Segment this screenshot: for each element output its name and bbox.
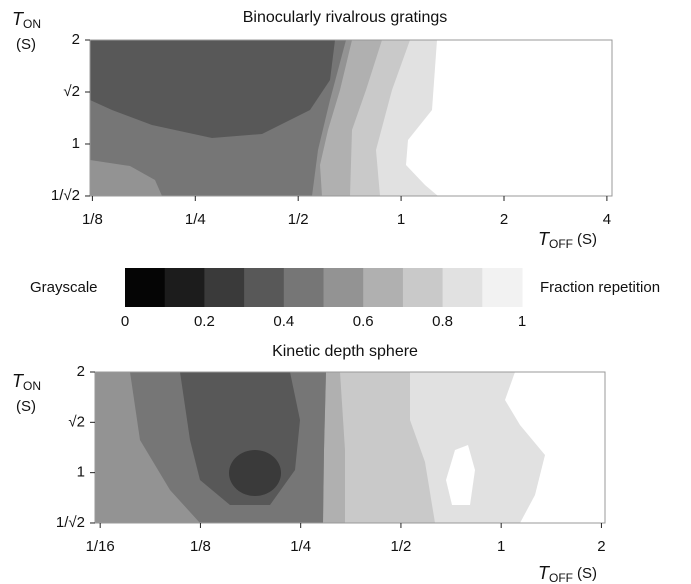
colorbar-cell (283, 268, 324, 307)
colorbar-cell (204, 268, 245, 307)
y-tick-label: √2 (68, 413, 85, 430)
x-tick-label: 1/16 (86, 538, 115, 555)
subscript: ON (23, 17, 41, 31)
y-axis-unit: (S) (16, 36, 36, 53)
x-tick-label: 2 (597, 538, 605, 555)
y-tick-label: √2 (63, 83, 80, 100)
x-tick-label: 1/8 (82, 211, 103, 228)
x-axis-label: TOFF (S) (538, 229, 597, 251)
unit: (S) (577, 231, 597, 248)
y-axis-label: TON (12, 371, 41, 393)
y-tick-label: 2 (72, 31, 80, 48)
colorbar-cell (363, 268, 404, 307)
x-tick-label: 1/2 (288, 211, 309, 228)
x-tick-label: 1/8 (190, 538, 211, 555)
colorbar-tick-label: 0.8 (432, 313, 453, 330)
x-axis-label: TOFF (S) (538, 563, 597, 584)
contour-region (229, 450, 281, 496)
colorbar-left-label: Grayscale (30, 279, 98, 296)
subscript: OFF (549, 237, 573, 251)
y-tick-label: 1 (72, 135, 80, 152)
colorbar-cell (244, 268, 285, 307)
x-tick-label: 1/2 (391, 538, 412, 555)
y-tick-label: 2 (77, 363, 85, 380)
symbol: T (12, 9, 25, 29)
symbol: T (538, 229, 551, 249)
x-tick-label: 2 (500, 211, 508, 228)
contour-region (90, 40, 335, 138)
subscript: OFF (549, 571, 573, 584)
plot-frame (94, 371, 606, 524)
colorbar-tick-label: 0.2 (194, 313, 215, 330)
x-tick-label: 1 (397, 211, 405, 228)
colorbar-cell (323, 268, 364, 307)
y-axis-unit: (S) (16, 398, 36, 415)
contour-region (446, 445, 475, 505)
x-tick-label: 4 (603, 211, 611, 228)
x-tick-label: 1/4 (185, 211, 206, 228)
y-tick-label: 1/√2 (56, 514, 85, 531)
x-tick-label: 1 (497, 538, 505, 555)
y-axis-label: TON (12, 9, 41, 31)
colorbar-tick-label: 0.4 (273, 313, 294, 330)
chart-title: Binocularly rivalrous gratings (243, 9, 448, 26)
unit: (S) (577, 565, 597, 582)
colorbar-tick-label: 1 (518, 313, 526, 330)
symbol: T (538, 563, 551, 583)
colorbar-cell (402, 268, 444, 307)
contour-plot-bottom (94, 371, 606, 524)
y-tick-label: 1/√2 (51, 187, 80, 204)
colorbar-tick-label: 0.6 (353, 313, 374, 330)
colorbar-cell (482, 268, 523, 307)
colorbar-cell (125, 268, 166, 307)
contour-plot-top (89, 39, 613, 197)
plot-frame (89, 39, 613, 197)
colorbar-tick-label: 0 (121, 313, 129, 330)
x-tick-label: 1/4 (290, 538, 311, 555)
subscript: ON (23, 379, 41, 393)
chart-title: Kinetic depth sphere (272, 343, 418, 360)
symbol: T (12, 371, 25, 391)
y-tick-label: 1 (77, 464, 85, 481)
colorbar-cell (442, 268, 483, 307)
colorbar-right-label: Fraction repetition (540, 279, 660, 296)
colorbar-cell (164, 268, 205, 307)
